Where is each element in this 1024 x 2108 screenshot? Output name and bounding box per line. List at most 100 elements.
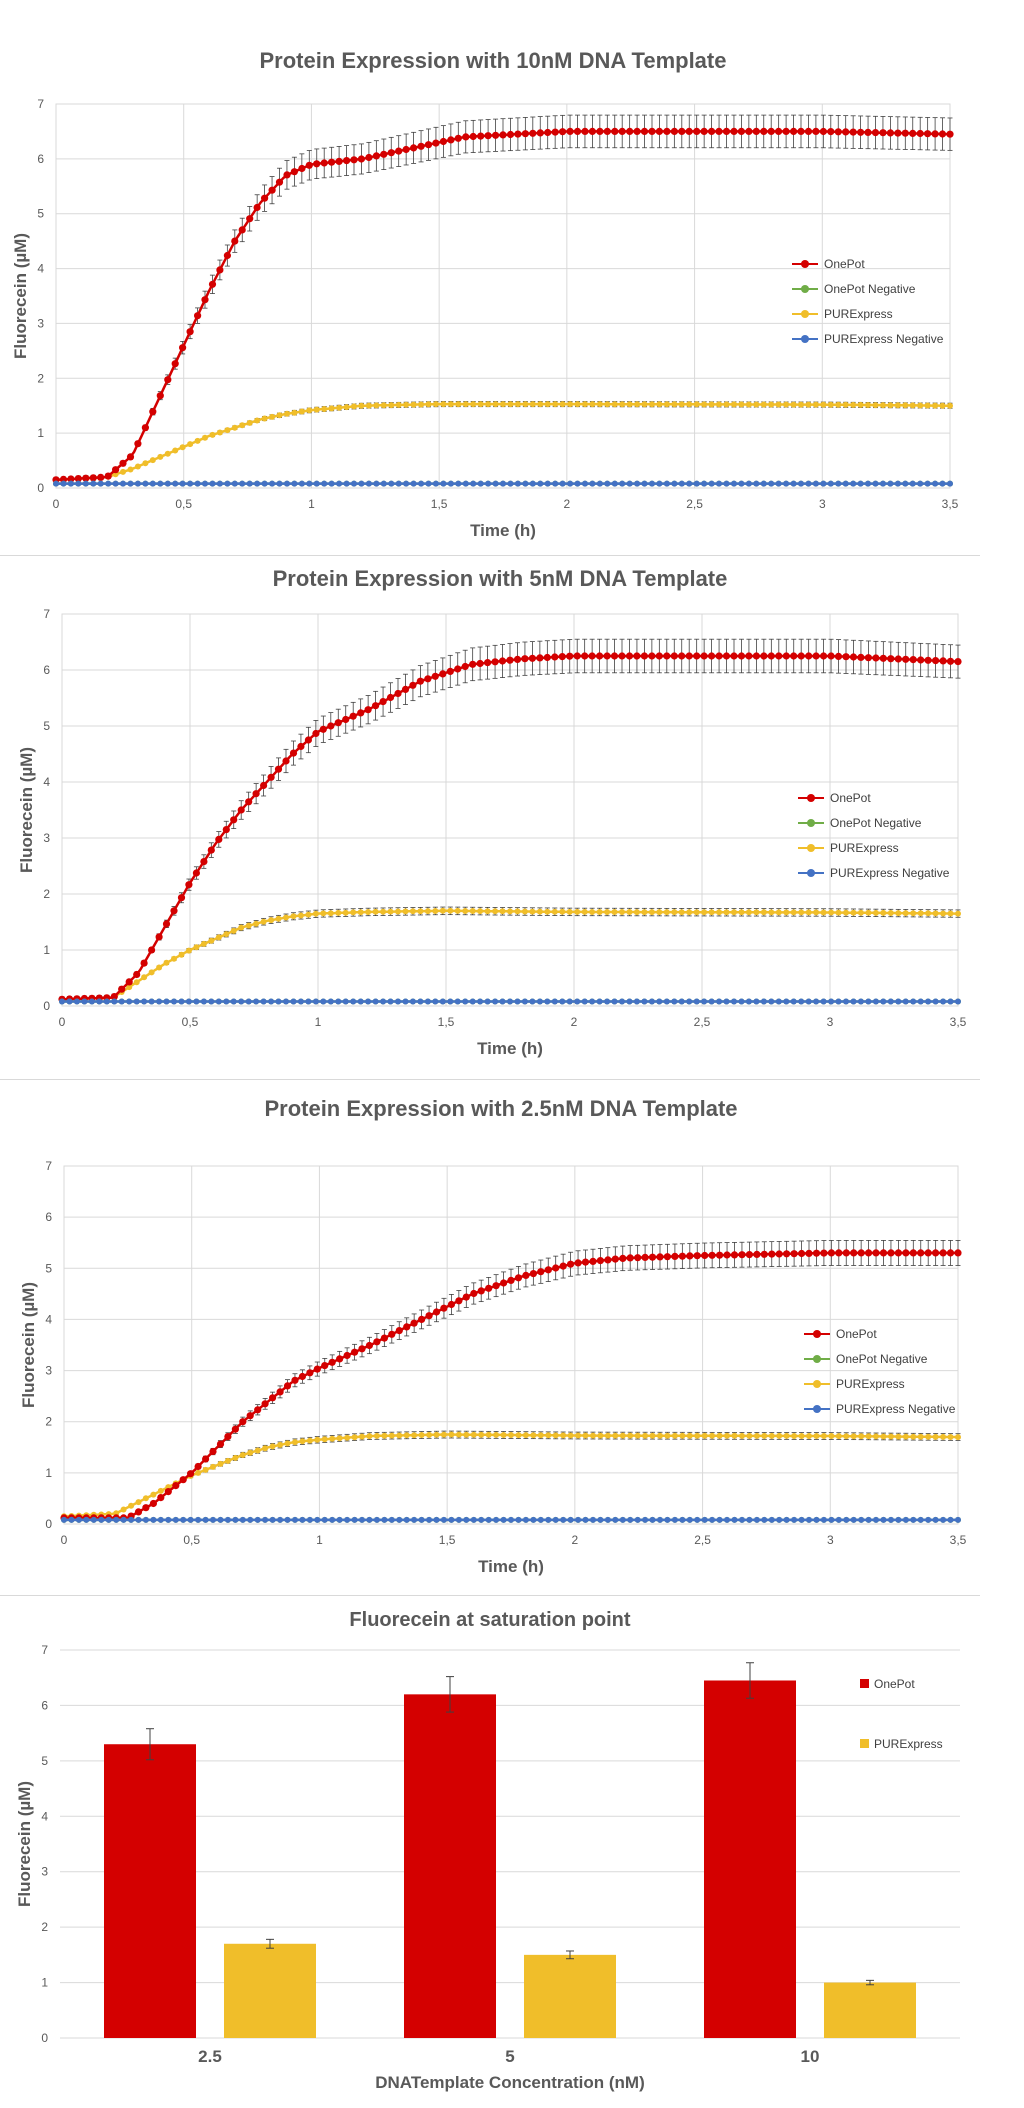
data-point: [388, 1516, 395, 1523]
data-point: [947, 998, 954, 1005]
data-point: [932, 998, 939, 1005]
legend-label: OnePot: [830, 791, 871, 805]
data-point: [349, 712, 357, 720]
data-point: [59, 998, 65, 1005]
data-point: [775, 401, 782, 408]
data-point: [842, 480, 849, 487]
data-point: [819, 127, 828, 136]
data-point: [932, 402, 939, 409]
data-point: [476, 659, 484, 668]
data-point: [648, 127, 656, 135]
x-tick-label: 1: [308, 497, 315, 511]
data-point: [693, 127, 701, 135]
data-point: [217, 1516, 224, 1523]
data-point: [178, 998, 185, 1005]
data-point: [313, 406, 320, 413]
data-point: [351, 1516, 358, 1523]
data-point: [641, 480, 648, 487]
y-tick-label: 5: [37, 207, 44, 221]
data-point: [895, 998, 902, 1005]
data-point: [798, 480, 804, 487]
legend-swatch-marker: [807, 869, 815, 877]
data-point: [612, 1516, 619, 1523]
data-point: [215, 835, 223, 843]
data-point: [640, 652, 649, 660]
data-point: [366, 1433, 373, 1440]
data-point: [298, 164, 306, 173]
data-point: [246, 215, 254, 223]
data-point: [498, 657, 507, 665]
data-point: [708, 401, 715, 408]
y-tick-label: 2: [43, 887, 50, 901]
data-point: [850, 1516, 857, 1523]
data-point: [239, 422, 246, 429]
data-point: [753, 909, 760, 916]
data-point: [887, 910, 894, 916]
data-point: [939, 657, 947, 665]
data-point: [536, 654, 544, 662]
data-point: [454, 998, 461, 1005]
data-point: [865, 998, 872, 1005]
data-point: [872, 480, 879, 487]
data-point: [388, 402, 395, 409]
data-point: [641, 401, 648, 408]
data-point: [597, 1432, 604, 1439]
data-point: [543, 653, 551, 662]
data-point: [238, 924, 245, 931]
data-point: [305, 161, 313, 169]
data-point: [529, 908, 536, 915]
data-point: [440, 1431, 447, 1438]
data-point: [343, 480, 350, 487]
data-point: [850, 909, 857, 916]
data-point: [418, 1315, 426, 1323]
data-point: [791, 1516, 798, 1523]
data-point: [343, 157, 351, 165]
data-point: [306, 480, 313, 487]
data-point: [522, 1516, 529, 1523]
data-point: [150, 1491, 157, 1498]
data-point: [708, 652, 716, 660]
legend-swatch-marker: [807, 844, 815, 852]
data-point: [746, 1432, 753, 1439]
data-point: [432, 908, 439, 914]
data-point: [842, 401, 849, 408]
data-point: [492, 908, 499, 915]
data-point: [148, 946, 156, 954]
data-point: [633, 127, 641, 135]
data-point: [537, 401, 544, 408]
data-point: [871, 129, 880, 137]
data-point: [924, 480, 931, 487]
data-point: [336, 1435, 343, 1442]
data-point: [500, 401, 506, 408]
data-point: [194, 1462, 202, 1471]
y-axis-label: Fluorecein (µM): [15, 1781, 34, 1907]
data-point: [334, 719, 342, 727]
data-point: [73, 998, 80, 1005]
data-point: [149, 480, 156, 487]
data-point: [738, 909, 745, 916]
data-point: [737, 127, 746, 135]
data-point: [342, 998, 349, 1005]
data-point: [709, 1516, 716, 1523]
data-point: [955, 998, 961, 1005]
legend-swatch-marker: [813, 1355, 821, 1363]
data-point: [701, 401, 708, 408]
data-point: [655, 652, 663, 660]
data-point: [135, 1499, 142, 1506]
data-point: [230, 927, 237, 934]
data-point: [245, 998, 252, 1005]
data-point: [723, 998, 730, 1005]
data-point: [284, 1440, 291, 1447]
data-point: [790, 652, 798, 660]
y-tick-label: 4: [37, 262, 44, 276]
data-point: [343, 404, 350, 411]
data-point: [835, 401, 842, 408]
data-point: [663, 401, 670, 408]
x-tick-label: 3: [819, 497, 826, 511]
data-point: [350, 998, 357, 1005]
y-tick-label: 6: [37, 152, 44, 166]
data-point: [411, 1516, 418, 1523]
data-point: [797, 127, 805, 135]
data-point: [171, 955, 177, 962]
data-point: [253, 920, 260, 927]
